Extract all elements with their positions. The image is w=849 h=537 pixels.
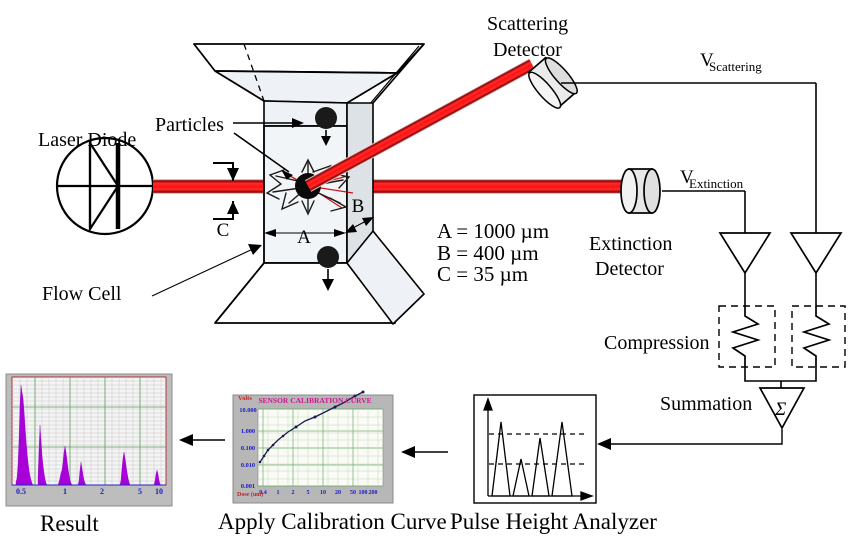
svg-text:1: 1 xyxy=(277,490,280,496)
svg-text:Flow Cell: Flow Cell xyxy=(42,283,122,305)
svg-text:Particles: Particles xyxy=(155,114,224,136)
svg-text:Extinction: Extinction xyxy=(689,176,744,191)
svg-text:20: 20 xyxy=(335,490,341,496)
svg-text:200: 200 xyxy=(369,490,378,496)
svg-text:Pulse Height Analyzer: Pulse Height Analyzer xyxy=(450,509,657,534)
svg-text:Detector: Detector xyxy=(493,39,562,61)
svg-text:2: 2 xyxy=(100,487,104,496)
svg-text:Σ: Σ xyxy=(774,399,786,420)
svg-text:Detector: Detector xyxy=(595,258,664,280)
svg-text:Laser Diode: Laser Diode xyxy=(38,129,136,151)
svg-text:Scattering: Scattering xyxy=(709,59,762,74)
svg-text:A = 1000 µm: A = 1000 µm xyxy=(437,219,549,243)
svg-text:Scattering: Scattering xyxy=(487,13,568,35)
svg-text:C = 35 µm: C = 35 µm xyxy=(437,262,528,286)
svg-text:50: 50 xyxy=(350,490,356,496)
svg-text:0.001: 0.001 xyxy=(241,483,255,490)
svg-text:0.5: 0.5 xyxy=(16,487,26,496)
svg-text:100: 100 xyxy=(359,490,368,496)
svg-text:Apply Calibration Curve: Apply Calibration Curve xyxy=(218,509,447,534)
svg-text:10: 10 xyxy=(155,487,163,496)
svg-text:0.100: 0.100 xyxy=(241,445,255,452)
svg-text:10: 10 xyxy=(320,490,326,496)
svg-text:C: C xyxy=(217,220,230,241)
svg-text:5: 5 xyxy=(138,487,142,496)
svg-text:SENSOR CALIBRATION CURVE: SENSOR CALIBRATION CURVE xyxy=(258,396,371,405)
svg-text:10.000: 10.000 xyxy=(239,407,256,414)
svg-text:0.010: 0.010 xyxy=(241,462,255,469)
svg-text:Extinction: Extinction xyxy=(589,233,672,255)
svg-text:1.000: 1.000 xyxy=(241,428,255,435)
svg-text:Summation: Summation xyxy=(660,393,752,415)
svg-text:2: 2 xyxy=(292,490,295,496)
svg-text:B: B xyxy=(352,196,365,217)
svg-text:Result: Result xyxy=(40,511,99,536)
svg-text:A: A xyxy=(297,227,311,248)
svg-text:0.4: 0.4 xyxy=(259,490,267,496)
svg-text:Volts: Volts xyxy=(238,395,252,402)
svg-text:Compression: Compression xyxy=(604,332,710,354)
svg-text:1: 1 xyxy=(63,487,67,496)
svg-text:5: 5 xyxy=(307,490,310,496)
